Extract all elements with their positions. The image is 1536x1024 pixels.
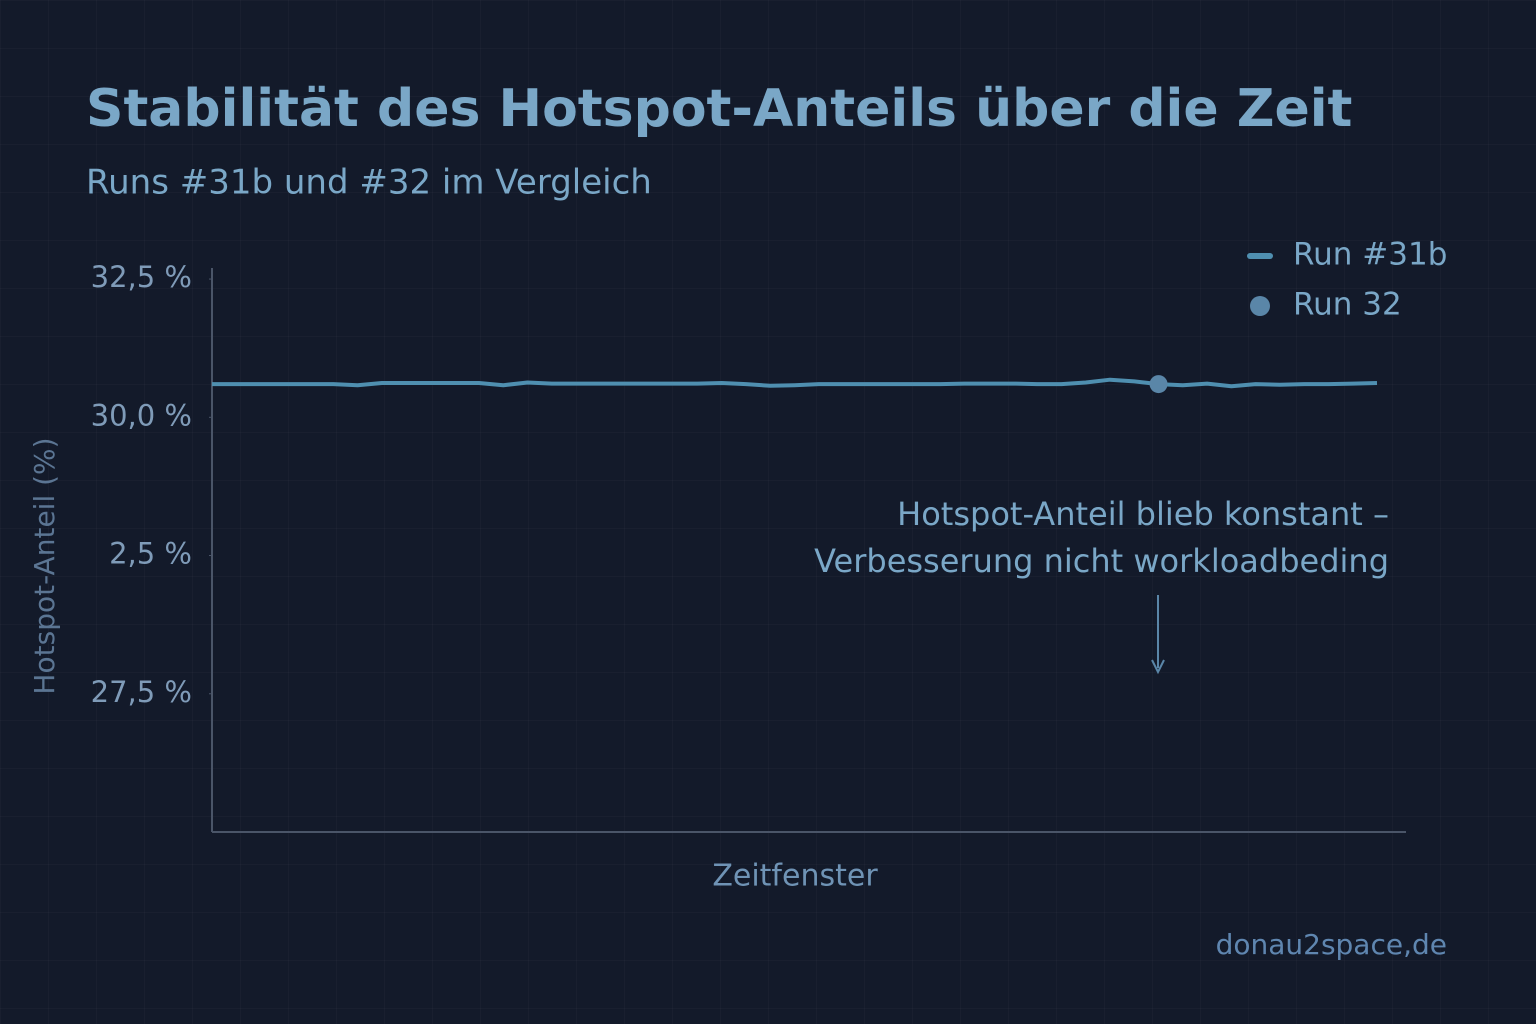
chart-title: Stabilität des Hotspot-Anteils über die …	[86, 79, 1352, 139]
y-axis-label: Hotspot-Anteil (%)	[28, 437, 61, 694]
y-tick-label: 2,5 %	[109, 537, 192, 571]
y-tick-label: 27,5 %	[91, 675, 192, 709]
data-line	[212, 377, 1378, 389]
y-tick-label: 30,0 %	[91, 398, 192, 432]
y-tick-label: 32,5 %	[91, 260, 192, 294]
data-point	[1149, 375, 1168, 394]
annotation: Hotspot-Anteil blieb konstant –	[897, 495, 1389, 533]
legend-symbol	[1250, 296, 1270, 316]
watermark: donau2space,de	[1216, 928, 1447, 961]
chart-subtitle: Runs #31b und #32 im Vergleich	[86, 163, 652, 203]
annotation-arrowhead	[1151, 659, 1165, 675]
legend-label: Run 32	[1293, 287, 1402, 323]
legend-label: Run #31b	[1293, 237, 1447, 273]
x-axis-label: Zeitfenster	[712, 859, 878, 894]
annotation: Verbesserung nicht workloadbeding	[814, 542, 1389, 580]
